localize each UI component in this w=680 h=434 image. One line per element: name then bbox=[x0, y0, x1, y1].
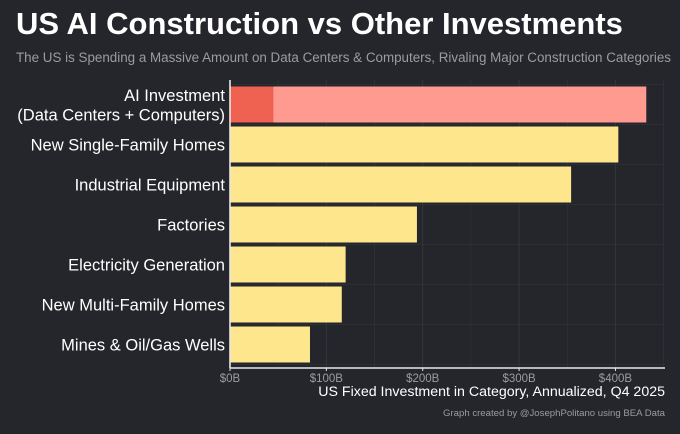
category-label: Factories bbox=[157, 217, 225, 235]
x-tick-label: $200B bbox=[406, 373, 440, 385]
x-tick-label: $100B bbox=[310, 373, 344, 385]
x-tick-label: $300B bbox=[502, 373, 536, 385]
chart-title: US AI Construction vs Other Investments bbox=[16, 6, 623, 41]
bar-segment bbox=[230, 86, 274, 123]
bar bbox=[230, 86, 647, 123]
chart-subtitle: The US is Spending a Massive Amount on D… bbox=[16, 50, 671, 65]
category-label: (Data Centers + Computers) bbox=[17, 106, 225, 124]
category-label: New Single-Family Homes bbox=[31, 137, 225, 155]
category-label: New Multi-Family Homes bbox=[42, 297, 225, 315]
x-tick-label: $400B bbox=[599, 373, 633, 385]
category-label: AI Investment bbox=[124, 87, 225, 105]
bar bbox=[230, 206, 417, 243]
category-label: Mines & Oil/Gas Wells bbox=[61, 337, 225, 355]
category-label: Electricity Generation bbox=[68, 257, 225, 275]
bar bbox=[230, 326, 310, 363]
bar bbox=[230, 126, 619, 163]
bar bbox=[230, 166, 572, 203]
category-label: Industrial Equipment bbox=[75, 177, 226, 195]
bar bbox=[230, 286, 342, 323]
x-tick-label: $0B bbox=[220, 373, 241, 385]
bar bbox=[230, 246, 346, 283]
source-caption: Graph created by @JosephPolitano using B… bbox=[442, 408, 665, 419]
x-axis-label: US Fixed Investment in Category, Annuali… bbox=[318, 384, 665, 400]
